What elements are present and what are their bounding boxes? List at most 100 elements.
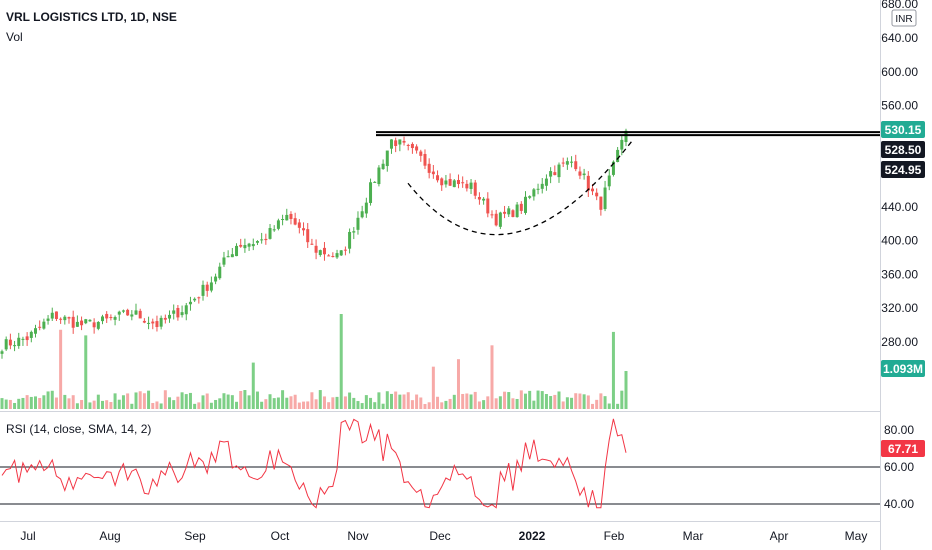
candle-body[interactable] <box>461 182 465 184</box>
candle-body[interactable] <box>528 196 532 198</box>
candle-body[interactable] <box>352 231 356 233</box>
candle-body[interactable] <box>17 337 21 346</box>
candle-body[interactable] <box>289 213 293 219</box>
candle-body[interactable] <box>574 161 578 170</box>
candle-body[interactable] <box>272 229 276 231</box>
candle-body[interactable] <box>469 182 473 189</box>
candle-body[interactable] <box>561 162 565 164</box>
candle-body[interactable] <box>59 318 63 320</box>
candle-body[interactable] <box>180 312 184 316</box>
candle-body[interactable] <box>293 218 297 225</box>
candle-body[interactable] <box>473 182 477 196</box>
candle-body[interactable] <box>147 322 151 324</box>
candle-body[interactable] <box>130 314 134 317</box>
candle-body[interactable] <box>410 143 414 149</box>
candle-body[interactable] <box>264 238 268 241</box>
candle-body[interactable] <box>565 161 569 165</box>
candle-body[interactable] <box>109 317 113 319</box>
candle-body[interactable] <box>515 204 519 218</box>
candle-body[interactable] <box>247 243 251 247</box>
candle-body[interactable] <box>276 220 280 229</box>
rsi-axis[interactable]: 80.00 60.00 40.00 <box>884 423 914 511</box>
candle-body[interactable] <box>163 317 167 320</box>
candle-body[interactable] <box>322 247 326 255</box>
candle-body[interactable] <box>444 180 448 185</box>
candle-body[interactable] <box>172 310 176 314</box>
candle-body[interactable] <box>214 276 218 282</box>
candle-body[interactable] <box>369 182 373 203</box>
candle-body[interactable] <box>197 297 201 299</box>
candle-body[interactable] <box>314 245 318 253</box>
candle-body[interactable] <box>611 161 615 175</box>
candle-body[interactable] <box>285 214 289 221</box>
candle-body[interactable] <box>385 150 389 167</box>
candle-body[interactable] <box>498 212 502 227</box>
candle-body[interactable] <box>318 250 322 255</box>
candle-body[interactable] <box>80 320 84 326</box>
candle-body[interactable] <box>448 178 452 186</box>
candle-body[interactable] <box>176 307 180 318</box>
candle-body[interactable] <box>343 249 347 251</box>
candle-body[interactable] <box>389 139 393 149</box>
candle-body[interactable] <box>523 196 527 213</box>
candle-body[interactable] <box>398 139 402 145</box>
candle-body[interactable] <box>88 319 92 322</box>
candle-body[interactable] <box>373 181 377 183</box>
candle-body[interactable] <box>532 189 536 197</box>
candle-body[interactable] <box>193 298 197 301</box>
candle-body[interactable] <box>486 198 490 214</box>
candle-body[interactable] <box>117 311 121 315</box>
candle-body[interactable] <box>0 351 4 354</box>
candle-body[interactable] <box>184 305 188 315</box>
candle-body[interactable] <box>222 257 226 265</box>
candle-body[interactable] <box>440 178 444 186</box>
candle-body[interactable] <box>490 214 494 216</box>
price-pane[interactable] <box>0 128 881 409</box>
candle-body[interactable] <box>75 321 79 327</box>
candle-body[interactable] <box>243 245 247 249</box>
candle-body[interactable] <box>599 196 603 210</box>
currency-box[interactable] <box>891 9 917 27</box>
candle-body[interactable] <box>536 188 540 190</box>
candle-body[interactable] <box>138 310 142 319</box>
candle-body[interactable] <box>427 163 431 173</box>
candle-body[interactable] <box>268 228 272 239</box>
candle-body[interactable] <box>335 253 339 258</box>
candle-body[interactable] <box>348 231 352 249</box>
candle-body[interactable] <box>331 256 335 258</box>
candle-body[interactable] <box>507 208 511 215</box>
candle-body[interactable] <box>477 197 481 200</box>
candle-body[interactable] <box>34 328 38 334</box>
candle-body[interactable] <box>544 178 548 186</box>
candle-body[interactable] <box>92 322 96 328</box>
candle-body[interactable] <box>63 316 67 321</box>
candle-body[interactable] <box>159 317 163 327</box>
candle-body[interactable] <box>151 321 155 324</box>
candle-body[interactable] <box>339 250 343 256</box>
candle-body[interactable] <box>431 171 435 175</box>
candle-body[interactable] <box>616 149 620 162</box>
candle-body[interactable] <box>155 321 159 328</box>
candle-body[interactable] <box>607 175 611 187</box>
candle-body[interactable] <box>582 173 586 176</box>
candle-body[interactable] <box>46 318 50 321</box>
candle-body[interactable] <box>188 301 192 305</box>
candle-body[interactable] <box>503 211 507 214</box>
candle-body[interactable] <box>302 228 306 231</box>
candle-body[interactable] <box>519 203 523 211</box>
candle-body[interactable] <box>356 217 360 230</box>
candle-body[interactable] <box>255 241 259 243</box>
candle-body[interactable] <box>394 140 398 146</box>
candle-body[interactable] <box>406 144 410 146</box>
candle-body[interactable] <box>281 219 285 221</box>
candle-body[interactable] <box>586 175 590 191</box>
candle-body[interactable] <box>230 254 234 258</box>
candle-body[interactable] <box>456 179 460 185</box>
candle-body[interactable] <box>620 139 624 150</box>
candle-body[interactable] <box>209 282 213 291</box>
candle-body[interactable] <box>235 245 239 257</box>
candle-body[interactable] <box>126 309 130 316</box>
candle-body[interactable] <box>50 312 54 319</box>
rsi-legend[interactable]: RSI (14, close, SMA, 14, 2) <box>6 422 152 436</box>
candle-body[interactable] <box>578 171 582 176</box>
